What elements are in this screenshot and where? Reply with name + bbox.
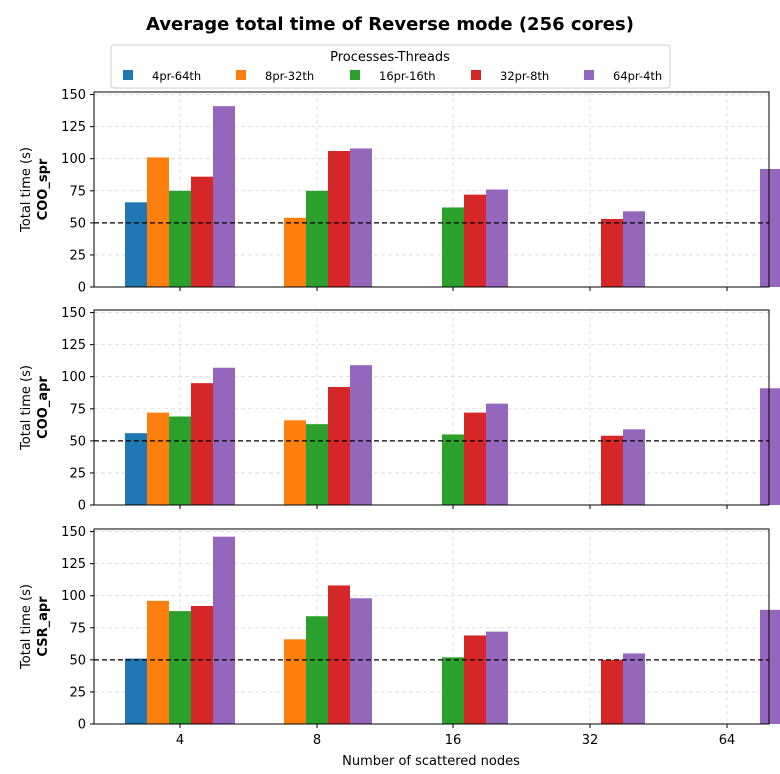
y-tick-label: 125 (61, 557, 86, 572)
bar-COO_spr-8pr-32th-8 (284, 217, 306, 287)
bar-COO_spr-64pr-4th-4 (213, 106, 235, 287)
bar-CSR_apr-8pr-32th-4 (147, 600, 169, 724)
y-tick-label: 0 (78, 718, 86, 733)
y-tick-label: 0 (78, 281, 86, 296)
legend-swatch-32pr-8th (471, 70, 481, 80)
panel-label: COO_spr (36, 158, 51, 220)
bar-COO_apr-32pr-8th-16 (464, 412, 486, 505)
bar-CSR_apr-32pr-8th-4 (191, 605, 213, 724)
bar-CSR_apr-16pr-16th-4 (169, 611, 191, 724)
y-tick-label: 50 (69, 434, 86, 449)
bar-CSR_apr-64pr-4th-4 (213, 536, 235, 724)
y-axis-label: Total time (s) (19, 584, 34, 670)
bar-COO_spr-64pr-4th-8 (350, 148, 372, 287)
legend-title: Processes-Threads (330, 50, 450, 65)
y-tick-label: 125 (61, 338, 86, 353)
panel-COO_apr: 0 25 50 75 100 125 150 Total time (s) COO_apr (19, 306, 780, 514)
panel-label: CSR_apr (36, 596, 51, 657)
y-tick-label: 100 (61, 370, 86, 385)
bar-COO_apr-16pr-16th-8 (306, 424, 328, 505)
bar-COO_apr-8pr-32th-8 (284, 420, 306, 505)
bar-CSR_apr-32pr-8th-16 (464, 635, 486, 724)
x-tick-label: 8 (313, 733, 321, 748)
bar-CSR_apr-32pr-8th-8 (328, 585, 350, 724)
y-tick-label: 150 (61, 306, 86, 321)
bar-CSR_apr-32pr-8th-32 (601, 659, 623, 724)
y-tick-label: 150 (61, 88, 86, 103)
bar-COO_apr-16pr-16th-4 (169, 416, 191, 505)
x-tick-label: 4 (176, 733, 184, 748)
legend-label-8pr-32th: 8pr-32th (265, 69, 314, 83)
panel-label: COO_apr (36, 376, 51, 439)
axes-frame (93, 309, 770, 506)
bar-CSR_apr-16pr-16th-8 (306, 616, 328, 724)
legend-label-4pr-64th: 4pr-64th (152, 69, 201, 83)
y-tick-label: 50 (69, 216, 86, 231)
y-tick-label: 25 (69, 248, 86, 263)
bar-CSR_apr-4pr-64th-4 (125, 658, 147, 724)
bar-COO_spr-32pr-8th-8 (328, 151, 350, 287)
legend-label-16pr-16th: 16pr-16th (379, 69, 436, 83)
y-axis-label: Total time (s) (19, 365, 34, 451)
bar-COO_spr-16pr-16th-8 (306, 190, 328, 287)
legend-swatch-4pr-64th (123, 70, 133, 80)
bar-CSR_apr-64pr-4th-16 (486, 631, 508, 724)
bar-COO_spr-32pr-8th-4 (191, 176, 213, 287)
chart-title: Average total time of Reverse mode (256 … (146, 14, 634, 35)
x-tick-label: 16 (445, 733, 462, 748)
legend: Processes-Threads 4pr-64th 8pr-32th 16pr-16… (110, 44, 671, 89)
y-axis-label: Total time (s) (19, 147, 34, 233)
panel-CSR_apr: 0 25 50 75 100 125 150 Total time (s) CSR_apr 4 8 1… (19, 525, 780, 748)
legend-swatch-8pr-32th (236, 70, 246, 80)
bar-CSR_apr-64pr-4th-8 (350, 598, 372, 724)
legend-box (110, 44, 671, 89)
axes-frame (93, 91, 770, 288)
bar-COO_apr-16pr-16th-16 (442, 434, 464, 505)
bar-COO_spr-16pr-16th-4 (169, 190, 191, 287)
y-tick-label: 100 (61, 589, 86, 604)
y-tick-label: 150 (61, 525, 86, 540)
bar-COO_apr-64pr-4th-16 (486, 403, 508, 505)
bar-COO_spr-64pr-4th-64 (760, 168, 780, 287)
bar-COO_spr-64pr-4th-16 (486, 189, 508, 287)
panel-COO_spr: 0 25 50 75 100 125 150 Total time (s) COO_spr (19, 88, 780, 296)
bar-CSR_apr-8pr-32th-8 (284, 639, 306, 724)
x-axis-label: Number of scattered nodes (342, 754, 520, 769)
y-tick-label: 50 (69, 653, 86, 668)
bar-COO_apr-64pr-4th-8 (350, 365, 372, 505)
bar-COO_apr-64pr-4th-64 (760, 388, 780, 505)
bar-COO_apr-4pr-64th-4 (125, 433, 147, 505)
bar-COO_apr-32pr-8th-4 (191, 383, 213, 505)
x-tick-label: 32 (582, 733, 599, 748)
x-tick-label: 64 (719, 733, 736, 748)
legend-swatch-16pr-16th (350, 70, 360, 80)
y-tick-label: 25 (69, 685, 86, 700)
y-tick-label: 25 (69, 466, 86, 481)
bar-COO_spr-16pr-16th-16 (442, 207, 464, 287)
bar-COO_spr-32pr-8th-16 (464, 194, 486, 287)
bar-CSR_apr-64pr-4th-32 (623, 653, 645, 724)
axes-frame (93, 528, 770, 725)
y-tick-label: 125 (61, 120, 86, 135)
y-tick-label: 0 (78, 499, 86, 514)
y-tick-label: 75 (69, 184, 86, 199)
bar-COO_apr-64pr-4th-32 (623, 429, 645, 505)
y-tick-label: 100 (61, 152, 86, 167)
legend-swatch-64pr-4th (584, 70, 594, 80)
bar-COO_spr-32pr-8th-32 (601, 219, 623, 287)
bar-COO_apr-64pr-4th-4 (213, 367, 235, 505)
bar-COO_spr-64pr-4th-32 (623, 211, 645, 287)
y-tick-label: 75 (69, 402, 86, 417)
bar-COO_apr-32pr-8th-8 (328, 386, 350, 505)
bar-CSR_apr-16pr-16th-16 (442, 657, 464, 724)
bar-COO_apr-8pr-32th-4 (147, 412, 169, 505)
legend-label-64pr-4th: 64pr-4th (613, 69, 662, 83)
bar-COO_spr-4pr-64th-4 (125, 202, 147, 287)
bar-CSR_apr-64pr-4th-64 (760, 609, 780, 724)
bar-COO_apr-32pr-8th-32 (601, 435, 623, 505)
y-tick-label: 75 (69, 621, 86, 636)
legend-label-32pr-8th: 32pr-8th (500, 69, 549, 83)
